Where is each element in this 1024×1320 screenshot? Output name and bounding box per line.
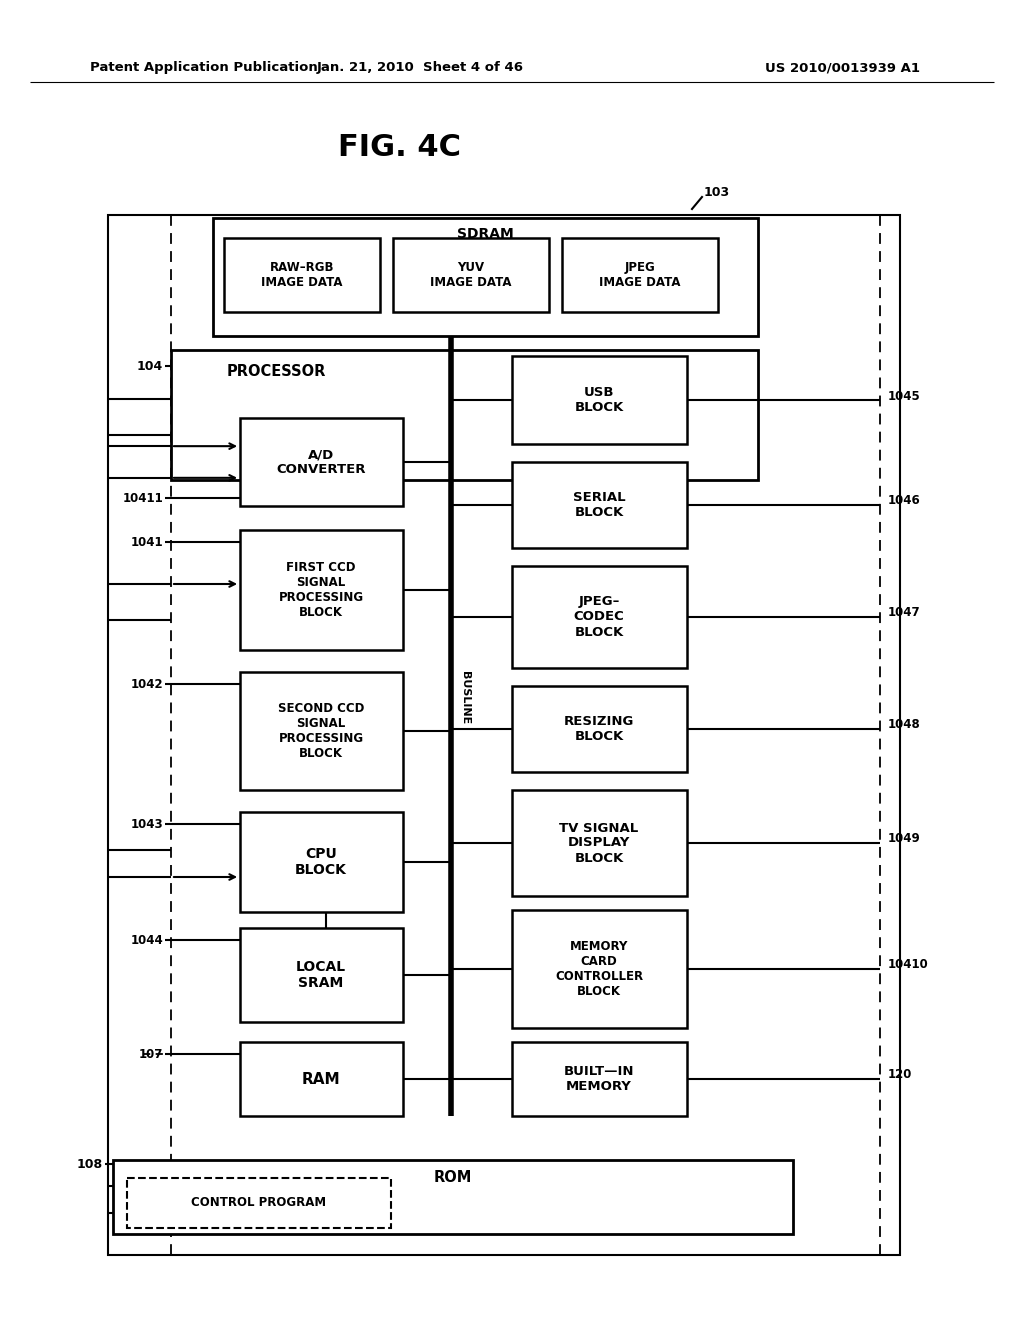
Text: CONTROL PROGRAM: CONTROL PROGRAM	[191, 1196, 327, 1209]
Text: 1046: 1046	[888, 495, 921, 507]
Text: FIG. 4C: FIG. 4C	[339, 133, 462, 162]
Text: RAW–RGB
IMAGE DATA: RAW–RGB IMAGE DATA	[261, 261, 343, 289]
Bar	[512, 909, 687, 1028]
Bar	[240, 812, 403, 912]
Text: 1049: 1049	[888, 833, 921, 846]
Text: 1048: 1048	[888, 718, 921, 731]
Text: YUV
IMAGE DATA: YUV IMAGE DATA	[430, 261, 512, 289]
Bar	[213, 218, 758, 337]
Text: Jan. 21, 2010  Sheet 4 of 46: Jan. 21, 2010 Sheet 4 of 46	[316, 62, 523, 74]
Text: MEMORY
CARD
CONTROLLER
BLOCK: MEMORY CARD CONTROLLER BLOCK	[555, 940, 643, 998]
Text: 10410: 10410	[888, 958, 929, 972]
Bar	[240, 531, 403, 649]
Bar	[240, 928, 403, 1022]
Bar	[113, 1160, 793, 1234]
Text: 1044: 1044	[130, 933, 163, 946]
Text: US 2010/0013939 A1: US 2010/0013939 A1	[765, 62, 920, 74]
Bar	[240, 672, 403, 789]
Bar	[512, 356, 687, 444]
Text: RESIZING
BLOCK: RESIZING BLOCK	[564, 715, 634, 743]
Text: 103: 103	[705, 186, 730, 199]
Text: CPU
BLOCK: CPU BLOCK	[295, 847, 347, 876]
Text: 1045: 1045	[888, 389, 921, 403]
Text: SECOND CCD
SIGNAL
PROCESSING
BLOCK: SECOND CCD SIGNAL PROCESSING BLOCK	[278, 702, 365, 760]
Text: TV SIGNAL
DISPLAY
BLOCK: TV SIGNAL DISPLAY BLOCK	[559, 821, 639, 865]
Bar	[127, 1177, 391, 1228]
Text: FIRST CCD
SIGNAL
PROCESSING
BLOCK: FIRST CCD SIGNAL PROCESSING BLOCK	[279, 561, 364, 619]
Bar	[224, 238, 380, 312]
Text: 104: 104	[137, 359, 163, 372]
Text: SDRAM: SDRAM	[457, 227, 513, 242]
Text: SERIAL
BLOCK: SERIAL BLOCK	[572, 491, 626, 519]
Text: BUILT—IN
MEMORY: BUILT—IN MEMORY	[564, 1065, 634, 1093]
Text: 1047: 1047	[888, 606, 921, 619]
Text: USB
BLOCK: USB BLOCK	[574, 385, 624, 414]
Text: A/D
CONVERTER: A/D CONVERTER	[276, 447, 366, 477]
Text: 108: 108	[77, 1158, 103, 1171]
Text: JPEG
IMAGE DATA: JPEG IMAGE DATA	[599, 261, 681, 289]
Text: 1041: 1041	[130, 536, 163, 549]
Bar	[108, 215, 900, 1255]
Bar	[512, 462, 687, 548]
Bar	[512, 686, 687, 772]
Text: 1043: 1043	[130, 817, 163, 830]
Bar	[512, 566, 687, 668]
Bar	[393, 238, 549, 312]
Bar	[240, 1041, 403, 1115]
Bar	[171, 350, 758, 480]
Text: RAM: RAM	[302, 1072, 340, 1086]
Text: LOCAL
SRAM: LOCAL SRAM	[296, 960, 346, 990]
Text: Patent Application Publication: Patent Application Publication	[90, 62, 317, 74]
Text: 10411: 10411	[122, 491, 163, 504]
Text: ROM: ROM	[434, 1171, 472, 1185]
Text: 120: 120	[888, 1068, 912, 1081]
Text: 107: 107	[138, 1048, 163, 1060]
Text: PROCESSOR: PROCESSOR	[226, 364, 326, 380]
Bar	[512, 789, 687, 896]
Bar	[512, 1041, 687, 1115]
Bar	[562, 238, 718, 312]
Text: 1042: 1042	[130, 677, 163, 690]
Bar	[240, 418, 403, 506]
Text: BUSLINE: BUSLINE	[460, 672, 470, 725]
Text: JPEG–
CODEC
BLOCK: JPEG– CODEC BLOCK	[573, 595, 625, 639]
